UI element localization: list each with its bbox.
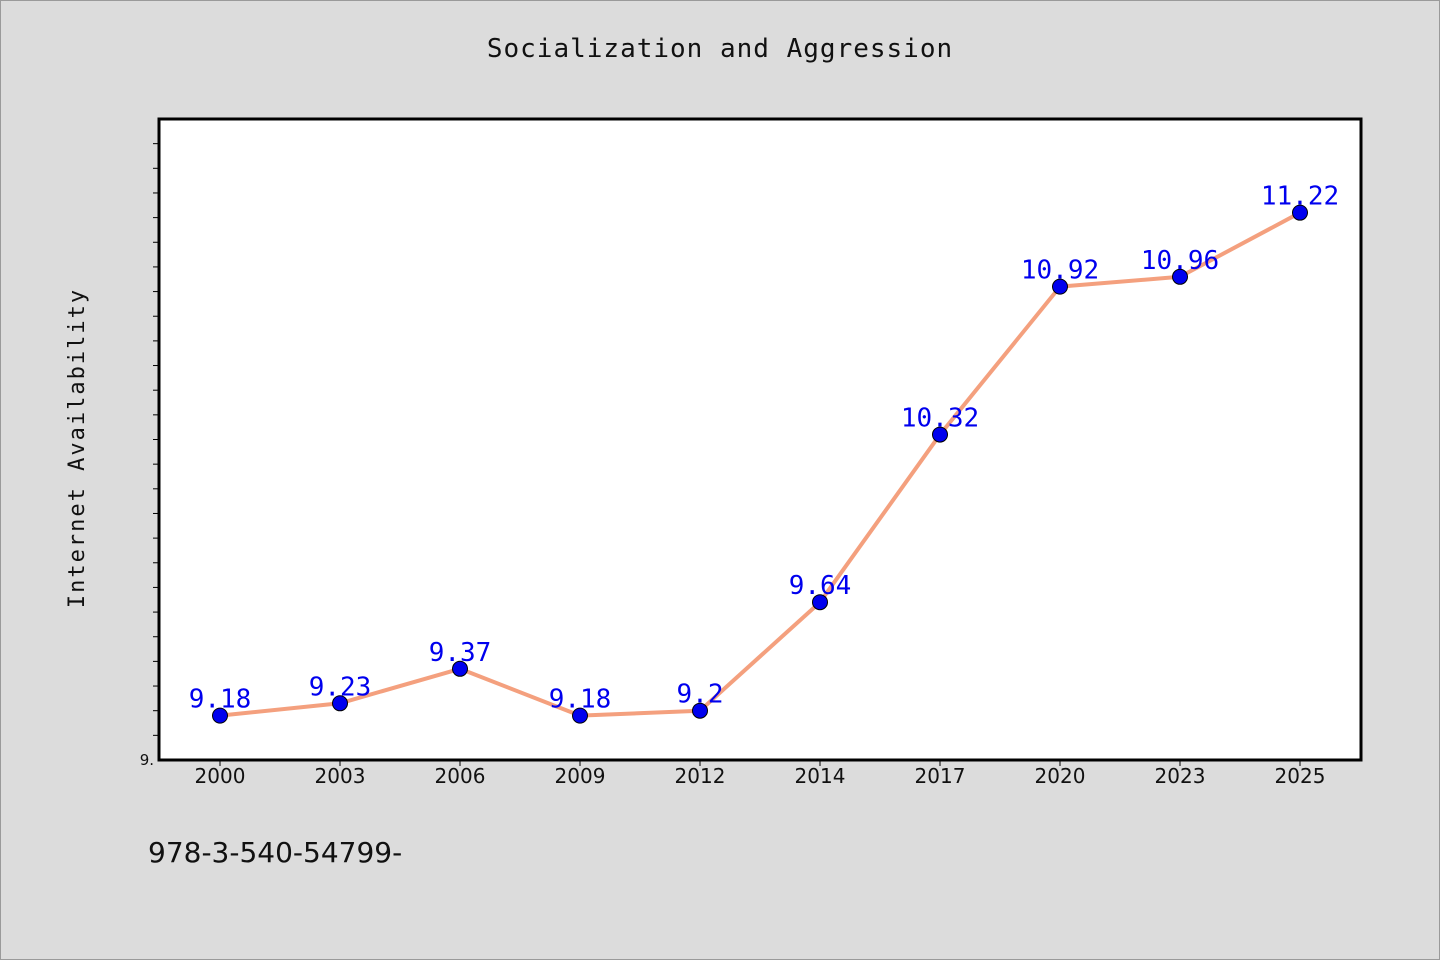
x-tick-label: 2006 <box>435 764 486 788</box>
x-tick-label: 2003 <box>315 764 366 788</box>
data-point <box>212 707 228 724</box>
x-tick-label: 2014 <box>795 764 846 788</box>
data-point <box>1292 204 1308 221</box>
x-tick-label: 2023 <box>1155 764 1206 788</box>
series-line <box>218 210 1302 718</box>
data-label: 9.2 <box>677 680 724 710</box>
data-label: 9.64 <box>789 571 852 601</box>
y-axis-label: Internet Availability <box>65 288 90 608</box>
data-label: 9.23 <box>309 672 372 702</box>
data-label: 9.18 <box>549 685 612 715</box>
y-axis-ticks <box>153 143 159 736</box>
data-point <box>332 695 348 712</box>
data-point <box>812 594 828 611</box>
data-point <box>1172 268 1188 285</box>
x-tick-label: 2020 <box>1035 764 1086 788</box>
data-point <box>1052 278 1068 295</box>
plot-area <box>157 117 1363 762</box>
data-label: 11.22 <box>1261 182 1339 212</box>
data-label: 9.37 <box>429 638 492 668</box>
series-line-group: 9.18 9.23 9.37 9.18 9.2 9.64 10.32 10.92 10.96 11… <box>189 182 1339 724</box>
isbn-text: 978-3-540-54799- <box>148 836 403 869</box>
x-tick-label: 2025 <box>1275 764 1326 788</box>
x-tick-label: 2000 <box>195 764 246 788</box>
data-point <box>932 426 948 443</box>
chart-title: Socialization and Aggression <box>486 34 954 64</box>
data-label: 10.92 <box>1021 256 1099 286</box>
y-tick-label: 9. <box>140 751 154 769</box>
data-label: 9.18 <box>189 685 252 715</box>
x-tick-labels: 2000 2003 2006 2009 2012 2014 2017 2020 2023 2025 <box>195 764 1326 788</box>
x-tick-label: 2009 <box>555 764 606 788</box>
data-point <box>452 660 468 677</box>
data-label: 10.96 <box>1141 246 1219 276</box>
x-tick-label: 2017 <box>915 764 966 788</box>
x-tick-label: 2012 <box>675 764 726 788</box>
x-axis-ticks <box>219 760 1301 766</box>
data-label: 10.32 <box>901 404 979 434</box>
data-point <box>692 702 708 719</box>
data-point <box>572 707 588 724</box>
